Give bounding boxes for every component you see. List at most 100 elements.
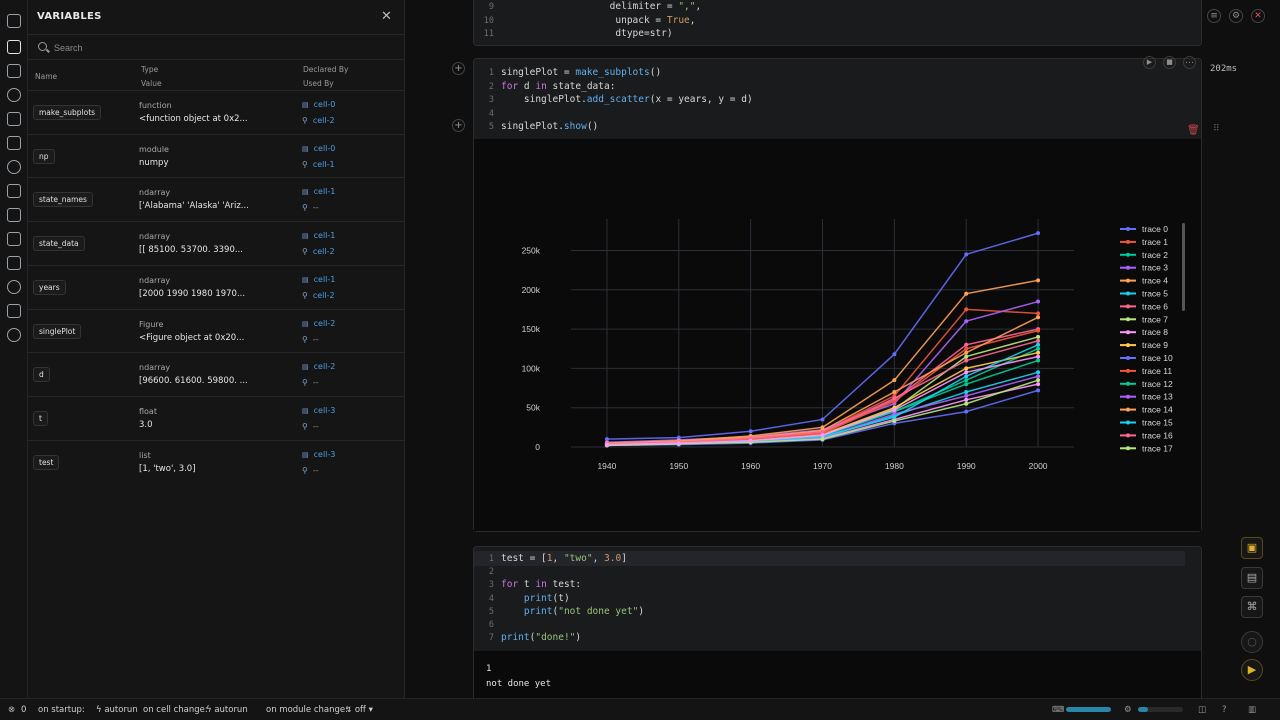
declared-by-link[interactable]: cell-1 (302, 275, 336, 284)
minimap-icon[interactable]: ▥ (1248, 705, 1257, 715)
variable-name[interactable]: make_subplots (33, 105, 102, 120)
declared-by-link[interactable]: cell-0 (302, 100, 336, 109)
code-line[interactable]: print("done!") (501, 632, 582, 644)
line-number: 10 (483, 15, 494, 26)
variables-icon[interactable] (7, 40, 21, 54)
used-by-link[interactable]: cell-2 (302, 116, 335, 125)
save-icon[interactable]: ▣ (1241, 537, 1263, 559)
keyboard-icon[interactable]: ⌨ (1052, 705, 1065, 715)
variable-row[interactable]: d ndarray [96600. 61600. 59800. ... cell-2 -… (28, 352, 404, 396)
dependency-graph-icon[interactable] (7, 88, 21, 102)
close-icon[interactable]: ✕ (381, 9, 392, 24)
run-all-icon[interactable]: ▶ (1241, 659, 1263, 681)
notes-icon[interactable] (7, 208, 21, 222)
panel-toggle-icon[interactable]: ◫ (1198, 705, 1207, 715)
variable-row[interactable]: years ndarray [2000 1990 1980 1970... cell-… (28, 264, 404, 309)
line-chart[interactable]: 1940 1950 1960 1970 1980 1990 2000 0 50k 100k 150k… (474, 139, 1201, 531)
code-line[interactable]: for t in test: (501, 579, 582, 591)
code-line[interactable]: dtype=str) (501, 28, 673, 39)
error-icon[interactable]: ⊗ (8, 705, 16, 715)
used-by-link[interactable]: cell-2 (302, 247, 335, 256)
variable-row[interactable]: test list [1, 'two', 3.0] cell-3 -- (28, 439, 404, 484)
snippets-icon[interactable] (7, 304, 21, 318)
data-point (892, 396, 897, 401)
documentation-icon[interactable] (7, 184, 21, 198)
stop-icon[interactable]: ■ (1163, 56, 1176, 69)
run-icon[interactable]: ▶ (1143, 56, 1156, 69)
declared-by-link[interactable]: cell-1 (302, 187, 336, 196)
variable-name[interactable]: test (33, 454, 60, 470)
declared-by-link[interactable]: cell-0 (302, 144, 336, 153)
y-tick-label: 250k (522, 245, 541, 255)
terminal-icon[interactable] (7, 256, 21, 270)
variable-name[interactable]: d (33, 367, 50, 383)
data-point (1036, 328, 1041, 333)
legend-label: trace 3 (1142, 263, 1168, 273)
shutdown-icon[interactable]: ✕ (1251, 9, 1265, 23)
used-by-link[interactable]: cell-2 (302, 291, 335, 300)
cell-change-value[interactable]: ϟ autorun (206, 705, 248, 715)
secrets-icon[interactable] (7, 280, 21, 294)
code-line[interactable]: delimiter = ",", (501, 1, 702, 12)
variable-row[interactable]: state_names ndarray ['Alabama' 'Alaska' 'A… (28, 177, 404, 221)
declared-by-link[interactable]: cell-1 (302, 231, 336, 240)
variable-name[interactable]: t (33, 410, 48, 426)
variable-name[interactable]: singlePlot (33, 323, 82, 339)
more-options-icon[interactable]: … (1183, 56, 1196, 69)
data-point (820, 417, 825, 422)
column-header-name: Name (35, 72, 58, 81)
startup-value[interactable]: ϟ autorun (96, 705, 138, 715)
drag-handle-icon[interactable]: ⠿ (1213, 124, 1220, 134)
add-cell-below-button[interactable]: + (452, 119, 465, 132)
tracing-icon[interactable] (7, 232, 21, 246)
variable-row[interactable]: state_data ndarray [[ 85100. 53700. 3390..… (28, 221, 404, 265)
code-line[interactable]: test = [1, "two", 3.0] (501, 553, 627, 564)
command-palette-icon[interactable]: ⌘ (1241, 596, 1263, 618)
variable-row[interactable]: singlePlot Figure <Figure object at 0x20..… (28, 308, 404, 353)
data-point (892, 408, 897, 413)
code-line[interactable]: for d in state_data: (501, 80, 616, 92)
variable-name[interactable]: state_data (33, 236, 85, 252)
legend-label: trace 13 (1142, 392, 1173, 402)
help-icon[interactable] (7, 328, 21, 342)
declared-by-link[interactable]: cell-3 (302, 406, 336, 415)
variable-name[interactable]: np (33, 148, 55, 164)
used-by-link: -- (302, 378, 319, 387)
cpu-icon[interactable]: ⚙ (1124, 705, 1132, 715)
code-cell-1[interactable]: 9 delimiter = ",", 10 unpack = True, 11 dt… (473, 0, 1202, 46)
legend-marker (1126, 252, 1130, 257)
settings-icon[interactable]: ⚙ (1229, 9, 1243, 23)
variable-row[interactable]: make_subplots function <function object at… (28, 90, 404, 134)
code-line[interactable]: singlePlot.show() (501, 121, 599, 132)
declared-by-link[interactable]: cell-3 (302, 450, 336, 459)
outline-icon[interactable] (7, 136, 21, 150)
code-line[interactable]: print("not done yet") (523, 605, 645, 617)
packages-icon[interactable] (7, 112, 21, 126)
database-icon[interactable] (7, 64, 21, 78)
search-input[interactable] (54, 39, 354, 56)
legend-label: trace 10 (1142, 353, 1173, 363)
code-line[interactable]: singlePlot.add_scatter(x = years, y = d) (501, 94, 753, 105)
interrupt-icon[interactable]: ○ (1241, 631, 1263, 653)
declared-by-link[interactable]: cell-2 (302, 319, 336, 328)
chat-icon[interactable] (7, 160, 21, 174)
declared-by-link[interactable]: cell-2 (302, 362, 336, 371)
code-cell-3[interactable]: 1 test = [1, "two", 3.0] 2 3 for t in test: 4… (473, 546, 1202, 707)
help-icon[interactable]: ? (1222, 705, 1227, 715)
code-line[interactable]: unpack = True, (501, 14, 696, 26)
used-by-link[interactable]: cell-1 (302, 160, 335, 169)
layout-icon[interactable]: ▤ (1241, 567, 1263, 589)
memory-usage-bar (1066, 707, 1111, 712)
files-icon[interactable] (7, 14, 21, 28)
menu-icon[interactable]: ≡ (1207, 9, 1221, 23)
variable-row[interactable]: np module numpy cell-0 cell-1 (28, 133, 404, 178)
variable-row[interactable]: t float 3.0 cell-3 -- (28, 395, 404, 440)
module-change-value[interactable]: ↯ off ▾ (345, 705, 373, 715)
code-line[interactable]: singlePlot = make_subplots() (501, 67, 662, 78)
add-cell-above-button[interactable]: + (452, 62, 465, 75)
delete-cell-icon[interactable]: 🗑 (1187, 125, 1200, 136)
variable-name[interactable]: state_names (33, 192, 93, 208)
variable-name[interactable]: years (33, 279, 66, 295)
code-cell-2[interactable]: 1 singlePlot = make_subplots() 2 for d in s… (473, 56, 1202, 532)
code-line[interactable]: print(t) (523, 592, 570, 604)
